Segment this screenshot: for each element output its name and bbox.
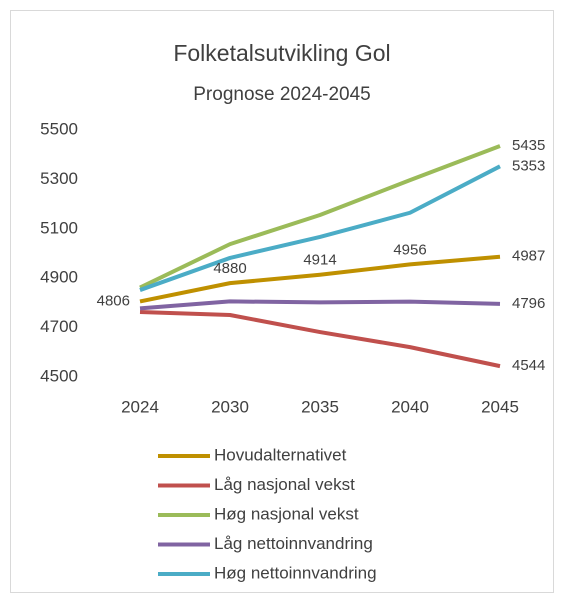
x-tick-label: 2024 — [121, 397, 159, 416]
series-line — [139, 299, 501, 311]
data-label: 4914 — [303, 252, 336, 269]
y-tick-label: 4500 — [40, 366, 78, 385]
chart-title: Folketalsutvikling Gol — [173, 40, 390, 66]
y-tick-label: 4700 — [40, 317, 78, 336]
data-label: 5353 — [512, 157, 545, 174]
legend-label: Låg nasjonal vekst — [214, 475, 355, 494]
data-label: 4806 — [97, 292, 130, 309]
series-line — [139, 164, 501, 292]
data-label: 4956 — [393, 241, 426, 258]
data-label: 4544 — [512, 357, 545, 374]
series-line — [139, 310, 501, 369]
x-tick-label: 2045 — [481, 397, 519, 416]
data-label: 5435 — [512, 137, 545, 154]
series-line — [139, 144, 501, 290]
chart-subtitle: Prognose 2024-2045 — [193, 84, 370, 105]
data-label: 4880 — [213, 260, 246, 277]
series-line — [139, 254, 501, 304]
y-tick-label: 5500 — [40, 119, 78, 138]
data-label: 4796 — [512, 295, 545, 312]
legend-label: Høg nasjonal vekst — [214, 504, 359, 523]
data-label: 4987 — [512, 248, 545, 265]
y-tick-label: 4900 — [40, 268, 78, 287]
x-tick-label: 2030 — [211, 397, 249, 416]
y-tick-label: 5100 — [40, 218, 78, 237]
x-tick-label: 2040 — [391, 397, 429, 416]
y-tick-label: 5300 — [40, 169, 78, 188]
legend-label: Hovudalternativet — [214, 445, 347, 464]
legend-label: Låg nettoinnvandring — [214, 534, 373, 553]
x-tick-label: 2035 — [301, 397, 339, 416]
legend-label: Høg nettoinnvandring — [214, 563, 377, 582]
